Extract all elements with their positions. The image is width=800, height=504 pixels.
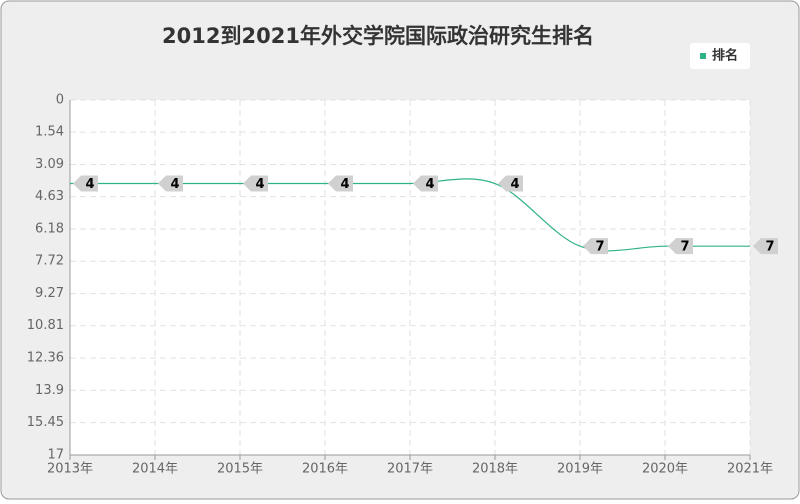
data-label: 7 [595,240,604,255]
x-tick-label: 2018年 [472,462,518,477]
label-tag [498,175,523,192]
x-tick-label: 2017年 [387,462,433,477]
legend-swatch [700,53,706,59]
label-tag [413,175,438,192]
y-tick-label: 13.9 [35,383,64,398]
x-tick-label: 2019年 [557,462,603,477]
legend-label: 排名 [712,48,738,64]
data-label: 4 [255,177,264,192]
label-tag [328,175,353,192]
y-tick-label: 6.18 [35,222,64,237]
label-tag [668,238,693,255]
x-tick-label: 2015年 [217,462,263,477]
data-label: 4 [85,177,94,192]
label-tag [158,175,183,192]
chart-title: 2012到2021年外交学院国际政治研究生排名 [162,24,594,48]
y-tick-label: 4.63 [35,189,64,204]
y-tick-label: 0 [56,93,64,108]
label-tag [583,238,608,255]
y-tick-label: 15.45 [27,415,64,430]
y-tick-label: 9.27 [35,286,64,301]
data-label: 4 [340,177,349,192]
y-tick-label: 12.36 [27,351,64,366]
data-label: 7 [680,240,689,255]
label-tag [243,175,268,192]
y-tick-label: 10.81 [27,318,64,333]
y-tick-label: 7.72 [35,254,64,269]
x-tick-label: 2013年 [47,462,93,477]
x-tick-label: 2020年 [642,462,688,477]
data-label: 7 [765,240,774,255]
legend-box [690,43,750,69]
data-label: 4 [170,177,179,192]
label-tag [73,175,98,192]
y-tick-label: 1.54 [35,125,64,140]
x-tick-label: 2021年 [727,462,773,477]
data-label: 4 [510,177,519,192]
y-tick-label: 3.09 [35,157,64,172]
x-tick-label: 2014年 [132,462,178,477]
y-tick-label: 17 [47,448,64,463]
x-tick-label: 2016年 [302,462,348,477]
label-tag [753,238,778,255]
data-label: 4 [425,177,434,192]
